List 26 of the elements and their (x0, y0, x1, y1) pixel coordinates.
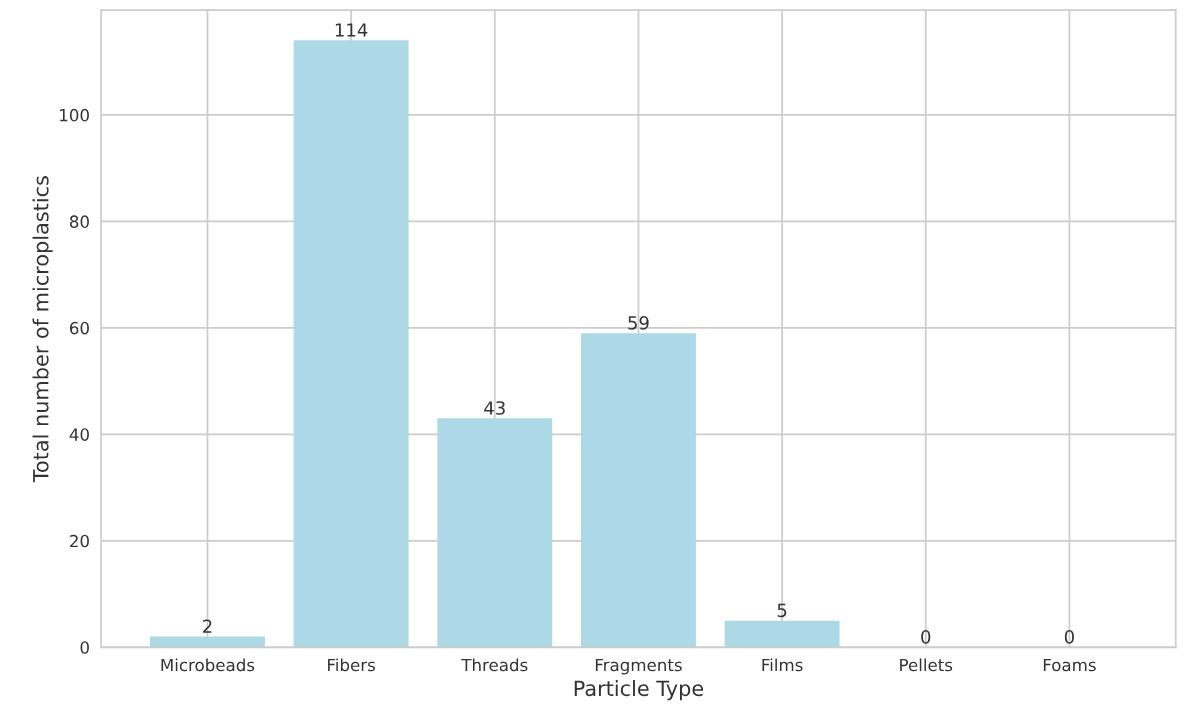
bar (724, 620, 840, 648)
bar (293, 40, 409, 648)
x-axis-title: Particle Type (574, 680, 704, 701)
data-label: 43 (484, 401, 505, 415)
y-tick-label: 20 (70, 534, 89, 548)
x-tick-label: Pellets (900, 658, 953, 672)
y-tick-label: 80 (69, 215, 89, 228)
x-tick-label: Fibers (328, 658, 375, 672)
x-tick-label: Threads (461, 658, 528, 672)
data-label: 0 (921, 630, 931, 644)
bar (437, 418, 553, 648)
x-tick-label: Films (762, 658, 803, 672)
y-axis-title: Total number of microplastics (32, 176, 53, 483)
bar (580, 333, 696, 648)
y-tick-label: 100 (60, 108, 89, 122)
data-label: 59 (628, 316, 649, 330)
y-tick-label: 40 (69, 428, 89, 441)
data-label: 2 (203, 619, 212, 633)
y-tick-label: 60 (69, 321, 89, 335)
data-label: 5 (777, 603, 787, 618)
data-label: 0 (1064, 630, 1074, 644)
x-tick-label: Foams (1043, 658, 1096, 672)
y-tick-label: 0 (80, 641, 89, 654)
data-label: 114 (335, 23, 368, 37)
x-tick-label: Fragments (595, 658, 682, 675)
x-tick-label: Microbeads (161, 658, 255, 672)
